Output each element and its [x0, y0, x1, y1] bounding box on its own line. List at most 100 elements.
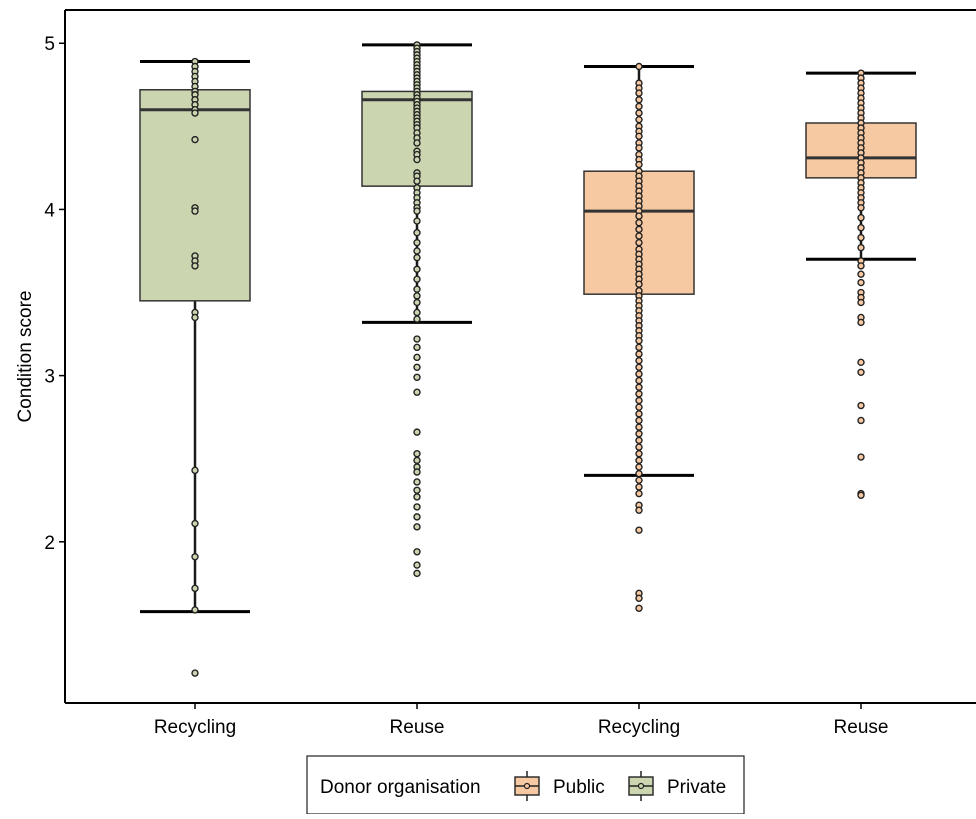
data-point [635, 463, 643, 471]
data-point [413, 335, 421, 343]
data-point [635, 526, 643, 534]
data-point [635, 102, 643, 111]
data-point [413, 275, 421, 283]
data-point [413, 253, 421, 262]
data-point [413, 139, 421, 147]
box-group [139, 57, 251, 677]
data-point [413, 292, 421, 300]
data-point [413, 468, 421, 476]
data-point [635, 225, 643, 234]
data-point [191, 207, 199, 215]
data-point [635, 430, 643, 438]
data-point [635, 62, 643, 71]
data-point [413, 493, 421, 501]
data-point [635, 506, 643, 514]
data-point [857, 491, 865, 499]
data-point [413, 513, 421, 521]
data-point [413, 486, 421, 494]
data-point [857, 243, 865, 252]
data-point [413, 265, 421, 273]
data-point [635, 109, 643, 117]
data-point [413, 298, 421, 307]
data-point [413, 207, 421, 215]
data-point [191, 606, 199, 614]
data-point [413, 569, 421, 578]
data-point [857, 318, 865, 327]
data-point [413, 373, 421, 381]
data-point [413, 503, 421, 511]
data-point [413, 388, 421, 396]
data-point [635, 476, 643, 485]
data-point [635, 356, 643, 365]
data-point [635, 115, 643, 124]
data-point [635, 410, 643, 418]
data-point [857, 358, 865, 367]
data-point [413, 363, 421, 372]
data-point [635, 376, 643, 385]
data-point [857, 270, 865, 278]
data-point [413, 523, 421, 531]
data-point [635, 443, 643, 451]
data-point [635, 96, 643, 104]
data-point [635, 604, 643, 612]
data-point [857, 214, 865, 222]
data-point [635, 390, 643, 398]
box-group [583, 62, 695, 612]
data-point [635, 132, 643, 141]
data-point [635, 343, 643, 352]
legend-key-point [637, 782, 645, 790]
data-point [413, 238, 421, 247]
data-point [413, 548, 421, 556]
y-tick-label: 3 [44, 367, 55, 388]
data-point [191, 669, 199, 677]
data-point [413, 285, 421, 293]
data-point [857, 368, 865, 376]
data-point [857, 262, 865, 270]
data-point [413, 228, 421, 237]
data-point [857, 453, 865, 461]
data-point [635, 212, 643, 220]
data-point [857, 401, 865, 410]
legend-entry-label: Private [667, 777, 726, 798]
x-tick-label: Recycling [154, 717, 236, 738]
data-point [191, 584, 199, 593]
data-point [413, 217, 421, 225]
data-point [635, 363, 643, 372]
box-group [805, 69, 917, 499]
data-point [413, 247, 421, 255]
data-point [635, 450, 643, 458]
legend-key [514, 771, 540, 801]
data-point [635, 383, 643, 391]
data-point [857, 224, 865, 232]
data-point [191, 135, 199, 144]
y-tick-label: 2 [44, 533, 55, 554]
data-point [413, 315, 421, 323]
data-point [635, 423, 643, 431]
data-point [191, 519, 199, 528]
data-point [191, 313, 199, 322]
data-point [635, 403, 643, 411]
data-point [413, 343, 421, 352]
data-point [413, 353, 421, 362]
data-point [635, 416, 643, 425]
y-tick-label: 5 [44, 34, 55, 55]
data-point [191, 553, 199, 561]
data-point [635, 280, 643, 288]
legend-title: Donor organisation [320, 777, 481, 798]
data-point [635, 456, 643, 465]
data-point [635, 160, 643, 169]
x-tick-label: Recycling [598, 717, 680, 738]
data-point [857, 278, 865, 287]
y-tick-label: 4 [44, 200, 55, 221]
data-point [635, 337, 643, 345]
data-point [413, 308, 421, 317]
legend-entry-label: Public [553, 777, 605, 798]
data-point [635, 483, 643, 491]
legend-key [628, 771, 654, 801]
data-point [635, 469, 643, 478]
data-point [857, 416, 865, 425]
y-axis-title: Condition score [15, 290, 36, 422]
data-point [857, 298, 865, 307]
